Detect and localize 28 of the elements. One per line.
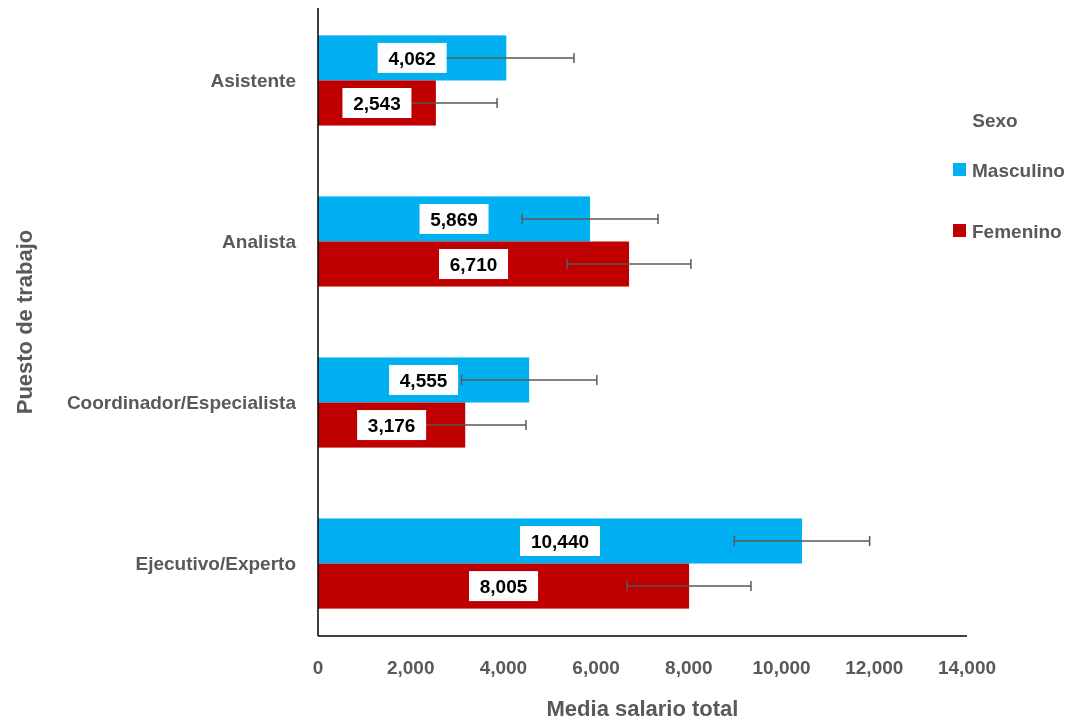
y-tick-label: Analista [222,231,297,253]
data-label: 5,869 [430,208,478,230]
y-axis-title: Puesto de trabajo [12,229,37,415]
data-label: 4,555 [399,369,448,391]
legend-label: Femenino [972,220,1062,242]
x-tick-label: 10,000 [752,657,811,678]
y-tick-label: Asistente [210,70,296,92]
data-label: 2,543 [353,92,401,114]
x-tick-label: 14,000 [937,657,997,678]
x-tick-label: 12,000 [845,657,904,678]
data-label: 10,440 [530,530,590,552]
legend-title: Sexo [972,110,1018,131]
x-tick-label: 6,000 [572,657,620,678]
data-label: 3,176 [367,414,416,436]
x-tick-label: 8,000 [665,657,713,678]
x-tick-label: 4,000 [479,657,528,678]
y-tick-label: Coordinador/Especialista [66,392,297,414]
y-tick-label: Ejecutivo/Experto [135,553,296,575]
x-axis-title: Media salario total [546,696,739,721]
data-label: 6,710 [449,253,498,275]
bar [318,518,802,564]
x-tick-label: 0 [312,657,324,678]
bar [318,241,630,287]
x-tick-label: 2,000 [386,657,435,678]
data-label: 8,005 [479,575,528,597]
data-label: 4,062 [388,47,436,69]
legend-label: Masculino [972,159,1065,181]
bar [318,563,690,609]
